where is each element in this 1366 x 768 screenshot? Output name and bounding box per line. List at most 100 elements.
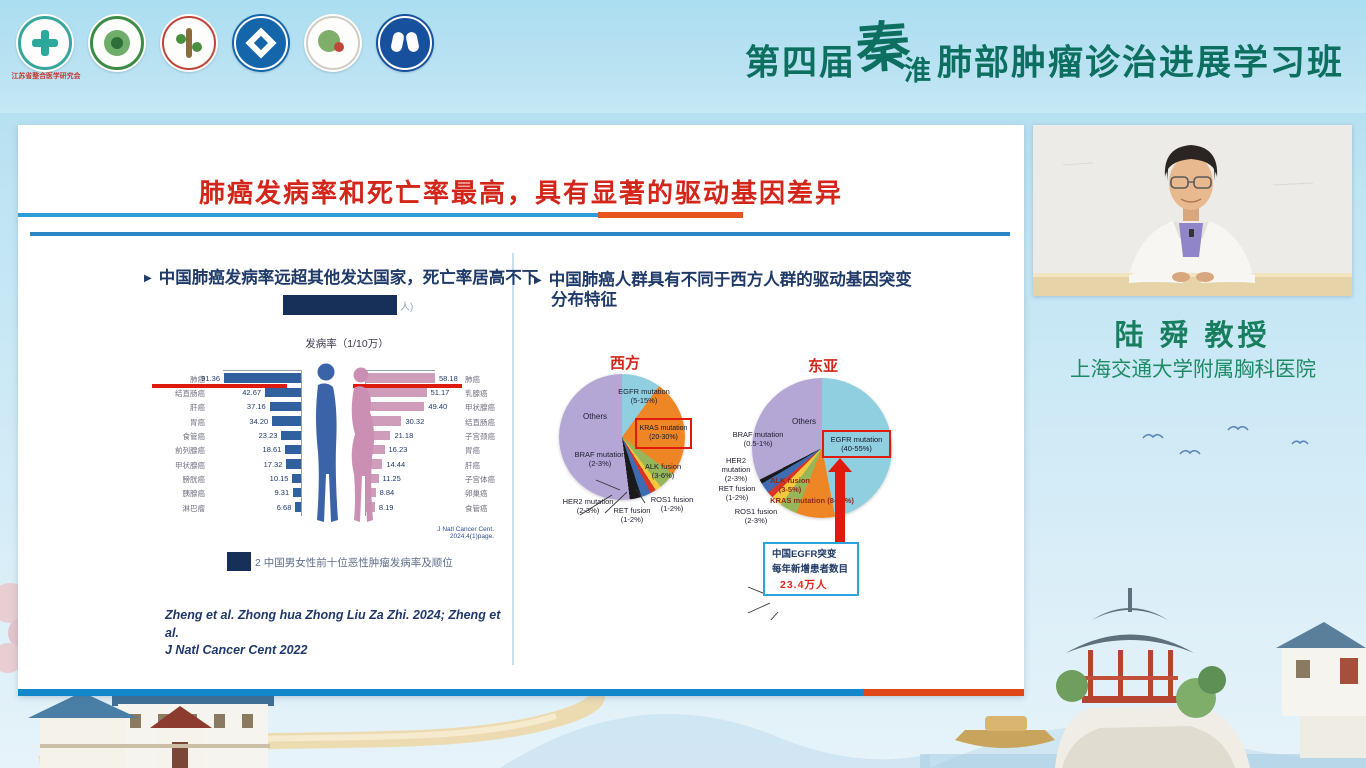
bar-row: 食管癌 8.19 xyxy=(365,500,508,514)
bar-category-label: 膀胱癌 xyxy=(182,475,206,484)
bar-row: 淋巴瘤 6.68 xyxy=(160,500,301,514)
bar xyxy=(365,402,425,412)
bar-row: 乳腺癌 51.17 xyxy=(365,385,508,399)
bar-value: 14.44 xyxy=(386,459,406,469)
bird-icon xyxy=(1179,449,1201,455)
citation: Zheng et al. Zhong hua Zhong Liu Za Zhi.… xyxy=(165,608,501,657)
bar xyxy=(365,459,383,469)
female-axis-top xyxy=(365,370,435,371)
calligraphy-char-huai: 淮 xyxy=(903,56,931,87)
female-bar-rows: 肺癌 58.18 乳腺癌 51.17 甲状腺癌 49.40 结直肠癌 30.32 子宫颈癌 21.… xyxy=(365,371,508,515)
bar-row: 膀胱癌 10.15 xyxy=(160,471,301,485)
bar-value: 16.23 xyxy=(388,445,408,455)
title-underline-blue xyxy=(18,213,598,217)
bar-row: 食管癌 23.23 xyxy=(160,428,301,442)
bar xyxy=(293,488,301,498)
male-axis xyxy=(301,370,302,516)
pie-label-ret-west: RET fusion (1-2%) xyxy=(613,506,651,524)
staff-icon xyxy=(186,28,192,58)
bar-category-label: 肺癌 xyxy=(465,374,480,384)
bar-row: 胃癌 34.20 xyxy=(160,414,301,428)
bar-row: 子宫颈癌 21.18 xyxy=(365,428,508,442)
bar-value: 17.32 xyxy=(263,459,283,469)
pie-label-her2-west: HER2 mutation (2-3%) xyxy=(562,497,614,515)
speaker-name: 陆 舜 教授 xyxy=(1114,320,1271,352)
bar-row: 前列腺癌 18.61 xyxy=(160,443,301,457)
bar-row: 胃癌 16.23 xyxy=(365,443,508,457)
geriatrics-society-logo xyxy=(160,14,218,72)
bar xyxy=(265,387,301,397)
bar-value: 58.18 xyxy=(439,373,458,383)
bar-row: 卵巢癌 8.84 xyxy=(365,486,508,500)
bar-category-label: 胃癌 xyxy=(465,446,480,456)
bar-value: 6.68 xyxy=(276,502,292,512)
bar-chart-title: 发病率（1/10万） xyxy=(305,338,389,350)
male-bar-rows: 肺癌 91.36 结直肠癌 42.67 肝癌 37.16 胃癌 34.20 食管癌 23.23 前列… xyxy=(160,371,301,515)
bar xyxy=(365,445,385,455)
bar-value: 11.25 xyxy=(382,474,401,483)
pie-label-ros1-west: ROS1 fusion (1-2%) xyxy=(650,495,694,513)
speaker-illustration xyxy=(1033,125,1352,296)
bar xyxy=(224,373,301,383)
logo-caption: 江苏省整合医学研究会 xyxy=(11,71,81,80)
bar xyxy=(292,473,301,483)
pie-label-braf-east: BRAF mutation (0.5-1%) xyxy=(732,430,784,448)
bar xyxy=(295,502,301,512)
kras-highlight-box: KRAS mutation (20-30%) xyxy=(635,418,692,449)
bullet-arrow-icon: ▶ xyxy=(534,275,542,286)
bar-category-label: 卵巢癌 xyxy=(465,489,488,499)
bar-category-label: 乳腺癌 xyxy=(465,388,488,398)
redacted-text-bar xyxy=(283,295,397,315)
slide-footer-line-blue xyxy=(18,689,863,696)
bar-row: 肝癌 37.16 xyxy=(160,400,301,414)
bar-row: 甲状腺癌 17.32 xyxy=(160,457,301,471)
bar-value: 8.19 xyxy=(378,502,394,512)
slide-footer-line-red xyxy=(863,689,1024,696)
bird-icon xyxy=(1227,425,1249,431)
bar-value: 51.17 xyxy=(430,387,450,397)
bar xyxy=(285,445,301,455)
female-figure-silhouette xyxy=(351,367,375,522)
green-emblem-core-icon xyxy=(111,37,123,49)
bar-row: 肺癌 91.36 xyxy=(160,371,301,385)
pie-label-ret-east: RET fusion (1-2%) xyxy=(718,484,756,502)
pie-label-her2-east: HER2 mutation (2-3%) xyxy=(721,456,751,483)
figure-caption: 2 中国男女性前十位恶性肿瘤发病率及顺位 xyxy=(255,557,453,569)
bar-row: 胰腺癌 9.31 xyxy=(160,486,301,500)
bar-row: 肝癌 14.44 xyxy=(365,457,508,471)
bar xyxy=(365,416,402,426)
bar xyxy=(365,387,427,397)
bar-category-label: 甲状腺癌 xyxy=(175,460,205,470)
right-bullet: ▶ 中国肺癌人群具有不同于西方人群的驱动基因突变 分布特征 xyxy=(534,270,919,310)
bar-category-label: 肝癌 xyxy=(190,403,205,413)
bar-category-label: 结直肠癌 xyxy=(175,388,205,398)
chart-source-note: J Natl Cancer Cent. 2024.4(1)page. xyxy=(437,526,494,540)
green-association-logo xyxy=(88,14,146,72)
bar-category-label: 食管癌 xyxy=(465,503,488,513)
bar-row: 结直肠癌 42.67 xyxy=(160,385,301,399)
leaf-icon xyxy=(192,42,202,52)
conference-title: 第四届秦淮 肺部肿瘤诊治进展学习班 xyxy=(744,13,1344,87)
red-arrow-shaft xyxy=(835,471,845,543)
blue-diamond-society-logo xyxy=(232,14,290,72)
birds-decoration xyxy=(1142,425,1309,455)
right-bullet-line1: 中国肺癌人群具有不同于西方人群的驱动基因突变 xyxy=(548,271,912,289)
bar-row: 子宫体癌 11.25 xyxy=(365,471,508,485)
conference-banner: 江苏省整合医学研究会 第四届秦淮 肺部肿瘤诊治进展学习班 xyxy=(0,0,1366,113)
flower-society-logo xyxy=(304,14,362,72)
medical-cross-icon xyxy=(32,39,58,47)
right-bullet-line2: 分布特征 xyxy=(551,291,617,310)
bar-value: 34.20 xyxy=(249,416,269,426)
bar-category-label: 胰腺癌 xyxy=(182,489,206,499)
bar-value: 42.67 xyxy=(242,387,262,397)
bar xyxy=(365,373,435,383)
caption-redaction-box xyxy=(227,552,251,571)
presentation-slide: 肺癌发病率和死亡率最高，具有显著的驱动基因差异 ▶ 中国肺癌发病率远超其他发达国家… xyxy=(18,125,1024,696)
bar-category-label: 子宫体癌 xyxy=(465,475,495,484)
flower-center-icon xyxy=(334,42,344,52)
bar-category-label: 胃癌 xyxy=(190,417,205,427)
bar xyxy=(286,459,301,469)
female-lung-highlight-line xyxy=(353,384,462,388)
bar-value: 10.15 xyxy=(269,474,289,483)
west-mutation-pie-chart xyxy=(559,374,685,500)
